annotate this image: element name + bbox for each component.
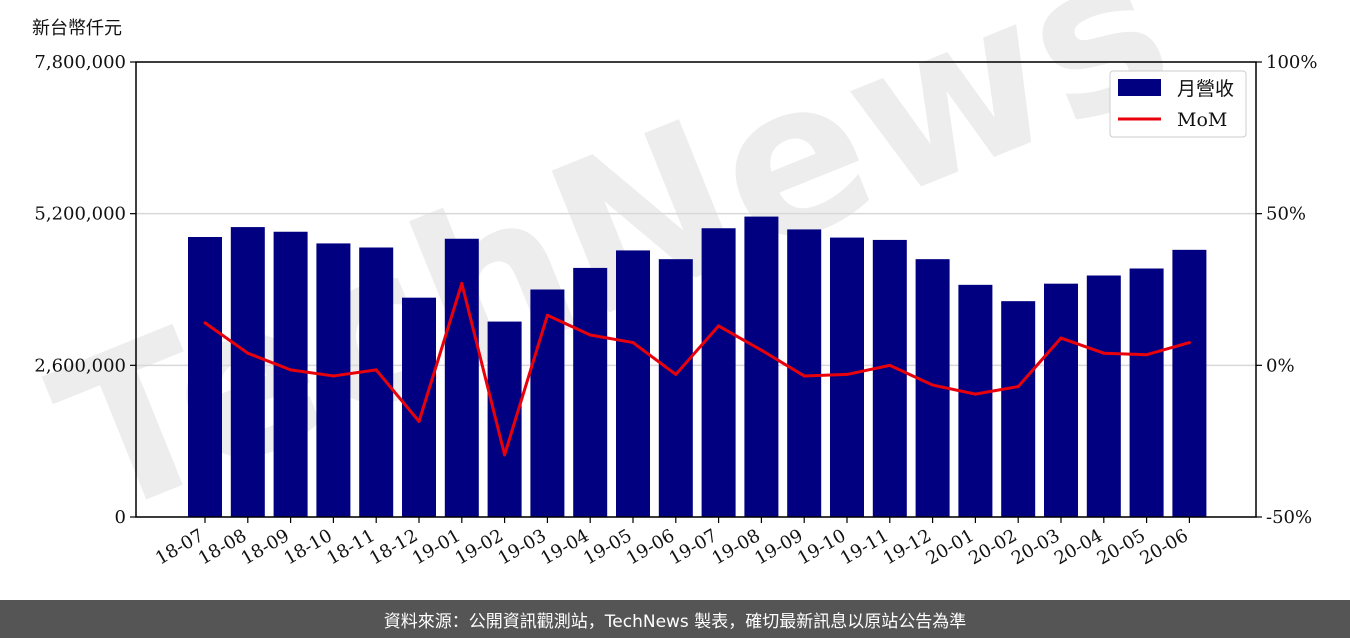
mom-point-19-04 bbox=[588, 333, 592, 337]
legend-bar-label: 月營收 bbox=[1177, 78, 1234, 100]
x-tick-label: 20-04 bbox=[1051, 525, 1106, 569]
mom-point-20-05 bbox=[1145, 353, 1149, 357]
source-footer-text: 資料來源：公開資訊觀測站，TechNews 製表，確切最新訊息以原站公告為準 bbox=[383, 611, 967, 632]
x-tick-label: 19-08 bbox=[708, 525, 763, 569]
x-tick-label: 20-06 bbox=[1136, 525, 1191, 569]
bar-19-11 bbox=[872, 239, 907, 517]
x-tick-label: 19-06 bbox=[623, 525, 678, 569]
plot-frame bbox=[135, 61, 1257, 518]
mom-point-19-08 bbox=[759, 348, 763, 352]
mom-point-18-08 bbox=[246, 351, 250, 355]
x-tick-label: 19-05 bbox=[580, 525, 635, 569]
legend-bar-swatch bbox=[1118, 79, 1161, 96]
left-tick-label: 7,800,000 bbox=[34, 52, 126, 73]
x-tick-label: 20-05 bbox=[1094, 525, 1149, 569]
bar-19-05 bbox=[616, 250, 650, 517]
mom-point-19-03 bbox=[545, 313, 549, 317]
mom-point-18-07 bbox=[203, 321, 207, 325]
mom-point-19-07 bbox=[717, 324, 721, 328]
bar-20-04 bbox=[1086, 275, 1121, 517]
bar-19-03 bbox=[530, 289, 565, 517]
plot-border bbox=[135, 61, 1257, 518]
y-axis-unit-label: 新台幣仟元 bbox=[32, 18, 122, 39]
mom-point-20-06 bbox=[1187, 341, 1191, 345]
mom-point-20-03 bbox=[1059, 336, 1063, 340]
x-tick-label: 18-09 bbox=[238, 525, 293, 569]
mom-point-19-06 bbox=[674, 372, 678, 376]
mom-point-18-12 bbox=[417, 419, 421, 423]
right-tick-label: -50% bbox=[1266, 507, 1312, 528]
right-tick-label: 100% bbox=[1266, 52, 1317, 73]
right-tick-label: 0% bbox=[1266, 355, 1295, 376]
mom-line bbox=[204, 281, 1190, 457]
bar-20-03 bbox=[1044, 283, 1078, 517]
bar-19-04 bbox=[573, 267, 608, 517]
x-tick-label: 19-03 bbox=[494, 525, 549, 569]
x-tick-label: 19-10 bbox=[794, 525, 849, 569]
x-tick-label: 19-07 bbox=[666, 525, 721, 569]
x-tick-label: 19-02 bbox=[452, 525, 507, 569]
bar-20-01 bbox=[958, 284, 993, 517]
bar-series bbox=[188, 216, 1207, 518]
x-tick-label: 20-02 bbox=[965, 525, 1020, 569]
mom-point-20-04 bbox=[1102, 351, 1106, 355]
right-y-axis: -50% 0% 50% 100% bbox=[1256, 52, 1317, 528]
bar-19-07 bbox=[701, 228, 736, 517]
mom-point-19-05 bbox=[631, 341, 635, 345]
bar-20-06 bbox=[1172, 249, 1207, 518]
mom-point-18-09 bbox=[289, 368, 293, 372]
bar-19-09 bbox=[787, 229, 822, 517]
bar-18-08 bbox=[230, 227, 265, 518]
mom-point-18-10 bbox=[331, 374, 335, 378]
source-footer: 資料來源：公開資訊觀測站，TechNews 製表，確切最新訊息以原站公告為準 bbox=[0, 600, 1350, 638]
bar-20-02 bbox=[1001, 301, 1036, 517]
mom-point-20-02 bbox=[1016, 385, 1020, 389]
mom-point-19-02 bbox=[503, 453, 507, 457]
bar-20-05 bbox=[1129, 268, 1164, 517]
bar-18-07 bbox=[188, 237, 222, 517]
mom-line-series bbox=[203, 281, 1191, 457]
x-tick-label: 19-01 bbox=[409, 525, 464, 569]
bar-19-08 bbox=[744, 216, 779, 518]
legend-line-label: MoM bbox=[1177, 109, 1227, 131]
mom-point-19-11 bbox=[888, 363, 892, 367]
mom-point-19-12 bbox=[931, 383, 935, 387]
x-tick-label: 19-09 bbox=[751, 525, 806, 569]
left-tick-label: 0 bbox=[115, 507, 126, 528]
mom-point-19-10 bbox=[845, 372, 849, 376]
mom-point-19-01 bbox=[460, 281, 464, 285]
x-tick-label: 18-12 bbox=[366, 525, 421, 569]
x-tick-label: 18-08 bbox=[195, 525, 250, 569]
bar-19-01 bbox=[444, 238, 479, 517]
x-tick-label: 19-12 bbox=[880, 525, 935, 569]
mom-point-18-11 bbox=[374, 368, 378, 372]
bar-18-09 bbox=[273, 231, 308, 517]
legend: 月營收 MoM bbox=[1109, 70, 1247, 138]
x-tick-label: 18-11 bbox=[323, 525, 378, 569]
x-tick-label: 19-11 bbox=[837, 525, 892, 569]
x-tick-label: 18-10 bbox=[280, 525, 335, 569]
bar-19-10 bbox=[830, 237, 864, 518]
mom-point-20-01 bbox=[973, 392, 977, 396]
x-tick-label: 20-03 bbox=[1008, 525, 1063, 569]
x-tick-label: 20-01 bbox=[922, 525, 977, 569]
x-tick-label: 19-04 bbox=[537, 525, 592, 569]
bar-19-06 bbox=[658, 259, 693, 517]
mom-point-19-09 bbox=[802, 374, 806, 378]
x-axis: 18-0718-0818-0918-1018-1118-1219-0119-02… bbox=[152, 517, 1192, 569]
left-y-axis: 0 2,600,000 5,200,000 7,800,000 bbox=[34, 52, 136, 528]
left-tick-label: 2,600,000 bbox=[34, 355, 126, 376]
right-tick-label: 50% bbox=[1266, 204, 1306, 225]
bar-18-10 bbox=[316, 243, 351, 517]
left-tick-label: 5,200,000 bbox=[34, 204, 126, 225]
